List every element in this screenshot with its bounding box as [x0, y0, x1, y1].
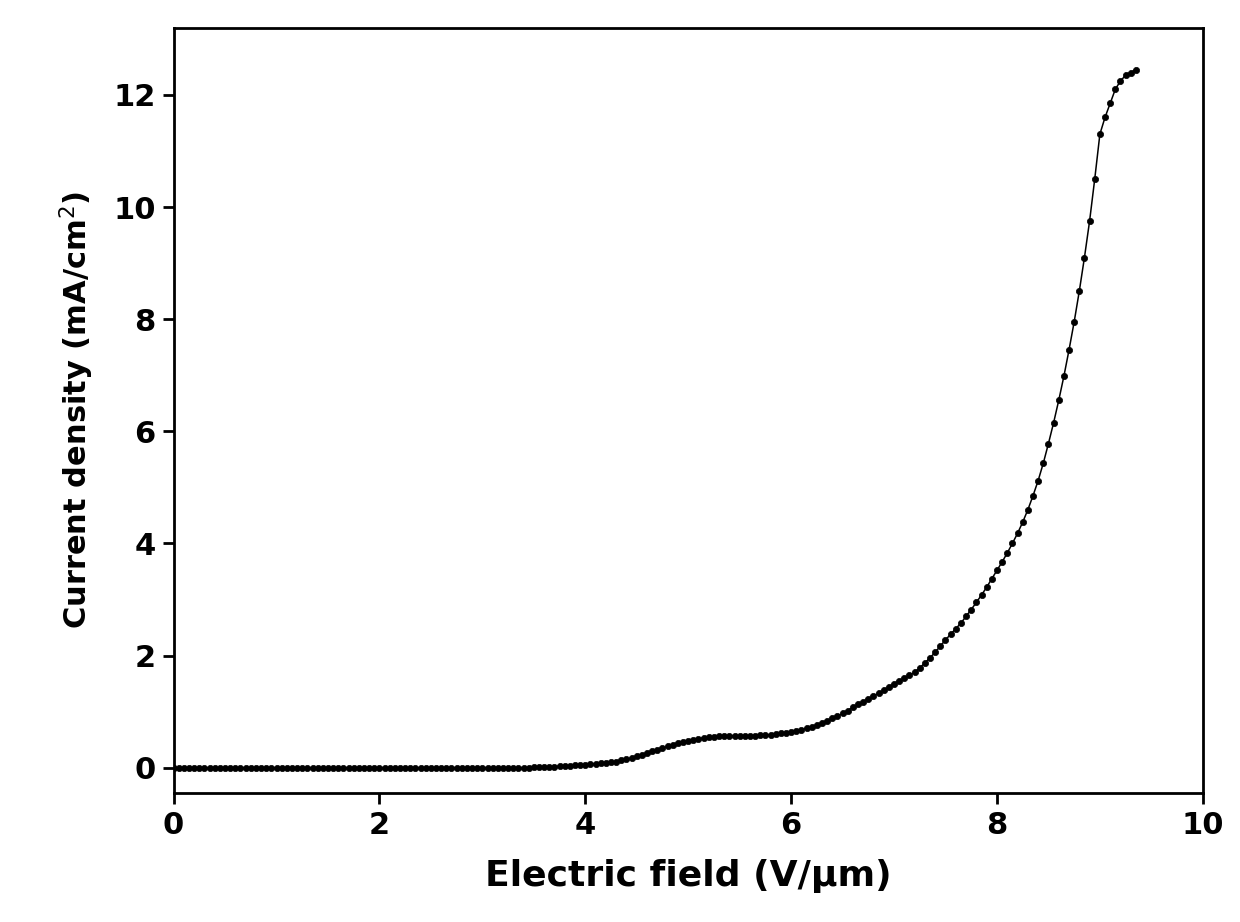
X-axis label: Electric field (V/μm): Electric field (V/μm)	[485, 859, 892, 893]
Y-axis label: Current density (mA/cm$^2$): Current density (mA/cm$^2$)	[58, 191, 97, 630]
